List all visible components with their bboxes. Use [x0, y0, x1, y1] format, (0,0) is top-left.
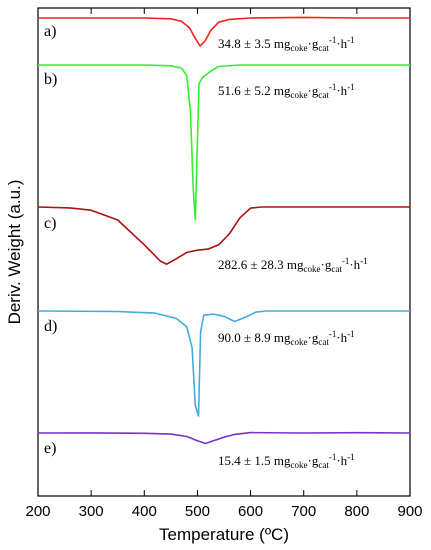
rate-annotation: 51.6 ± 5.2 mgcoke·gcat-1·h-1	[218, 82, 355, 100]
x-tick-label: 600	[238, 503, 263, 520]
x-tick-label: 900	[397, 503, 422, 520]
panel-label: e)	[44, 440, 56, 457]
panel-label: c)	[44, 215, 56, 232]
series-line	[38, 16, 410, 47]
y-axis-title: Deriv. Weight (a.u.)	[5, 180, 24, 325]
x-tick-label: 700	[291, 503, 316, 520]
panel-label: b)	[44, 71, 57, 88]
series-5: e) 15.4 ± 1.5 mgcoke·gcat-1·h-1	[37, 431, 411, 470]
rate-annotation: 282.6 ± 28.3 mgcoke·gcat-1·h-1	[218, 256, 368, 274]
x-tick-label: 400	[132, 503, 157, 520]
series-1: a) 34.8 ± 3.5 mgcoke·gcat-1·h-1	[38, 16, 410, 53]
rate-annotation: 90.0 ± 8.9 mgcoke·gcat-1·h-1	[218, 329, 355, 347]
axis-layer: 200 300 400 500 600 700 800 900	[25, 8, 423, 520]
x-tick-label: 500	[185, 503, 210, 520]
rate-annotation: 15.4 ± 1.5 mgcoke·gcat-1·h-1	[218, 452, 355, 470]
series-line	[38, 64, 410, 221]
series-line	[37, 310, 410, 417]
series-4: d) 90.0 ± 8.9 mgcoke·gcat-1·h-1	[37, 310, 410, 417]
panel-label: d)	[44, 318, 57, 335]
panel-label: a)	[44, 23, 56, 40]
series-line	[37, 431, 411, 445]
series-2: b) 51.6 ± 5.2 mgcoke·gcat-1·h-1	[38, 64, 410, 221]
plot-frame	[37, 7, 411, 497]
series-line	[37, 206, 410, 265]
series-3: c) 282.6 ± 28.3 mgcoke·gcat-1·h-1	[37, 206, 410, 274]
rate-annotation: 34.8 ± 3.5 mgcoke·gcat-1·h-1	[218, 35, 355, 53]
x-tick-label: 300	[79, 503, 104, 520]
series-layer: a) 34.8 ± 3.5 mgcoke·gcat-1·h-1 b) 51.6 ± 5…	[37, 16, 411, 470]
x-axis-title: Temperature (ºC)	[159, 525, 289, 544]
x-tick-label: 200	[25, 503, 50, 520]
x-tick-label: 800	[344, 503, 369, 520]
